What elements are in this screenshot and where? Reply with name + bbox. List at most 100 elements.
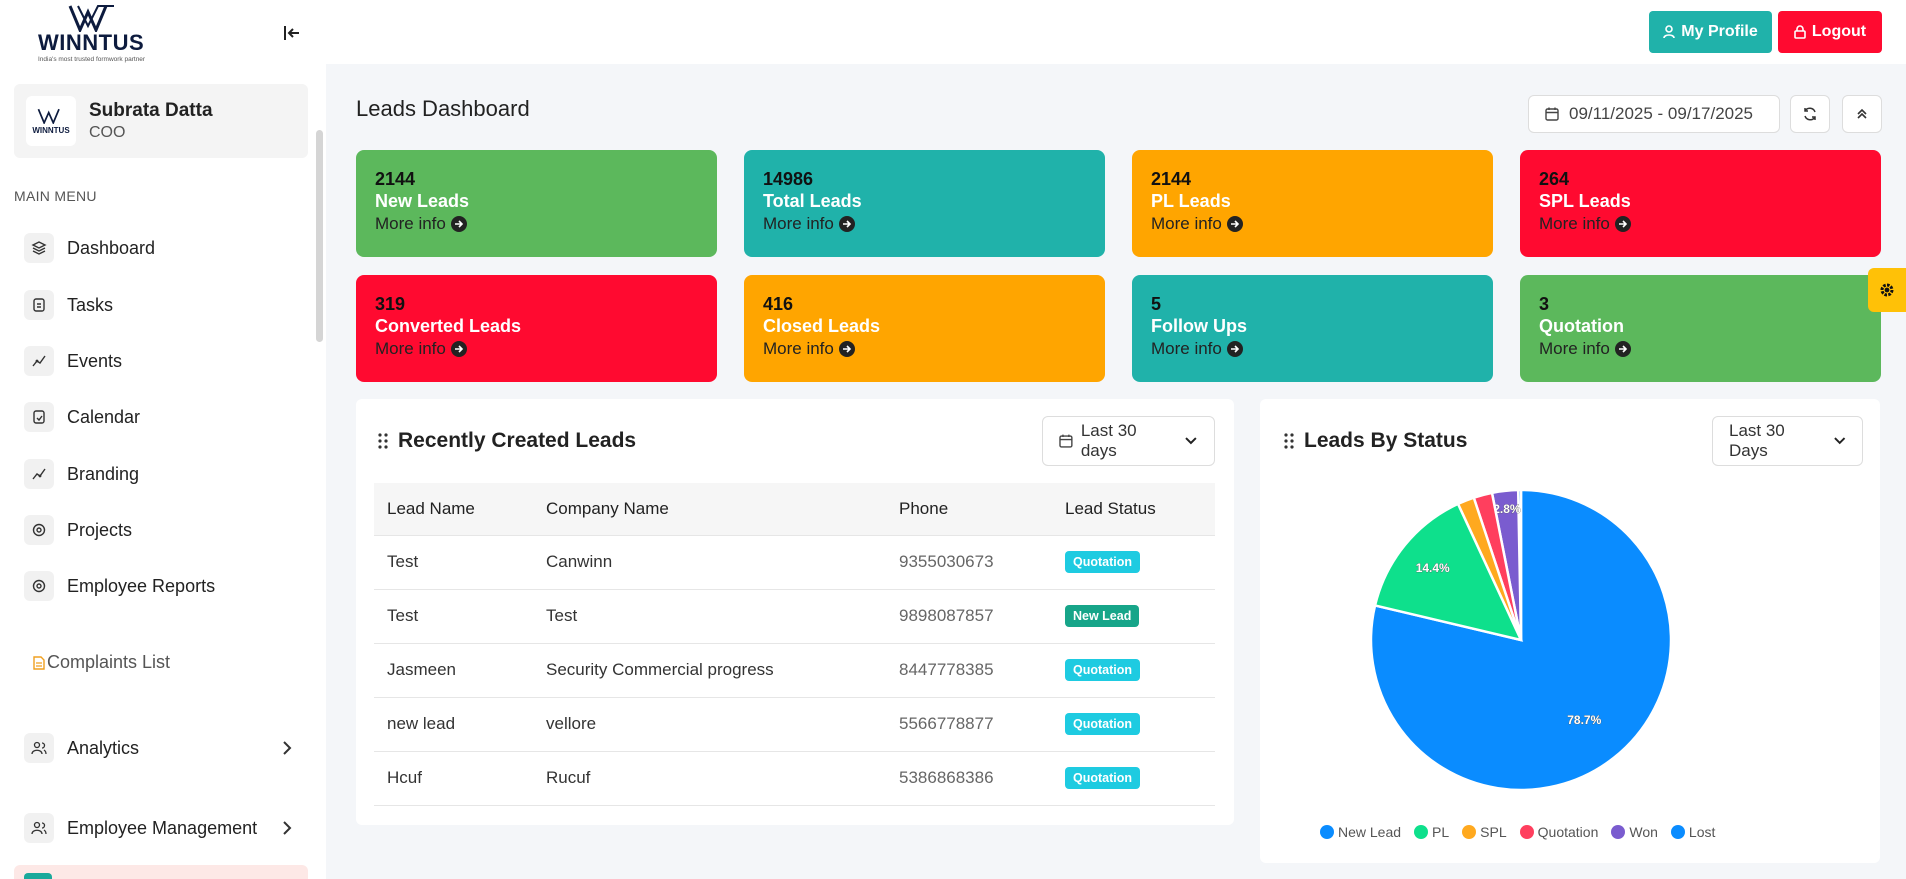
more-info-link[interactable]: More info bbox=[1539, 212, 1881, 236]
stat-label: Quotation bbox=[1539, 316, 1624, 336]
user-card[interactable]: WINNTUS Subrata Datta COO bbox=[14, 84, 308, 158]
column-header[interactable]: Phone bbox=[886, 483, 1052, 535]
more-info-label: More info bbox=[375, 339, 446, 358]
recent-leads-filter-dropdown[interactable]: Last 30 days bbox=[1042, 416, 1215, 466]
sidebar-item-label: Calendar bbox=[67, 406, 141, 427]
more-info-link[interactable]: More info bbox=[1151, 337, 1493, 361]
legend-item-won[interactable]: Won bbox=[1611, 824, 1658, 840]
stat-card-spl-leads[interactable]: 264 SPL Leads More info bbox=[1520, 150, 1881, 257]
collapse-up-button[interactable] bbox=[1842, 95, 1882, 133]
stat-card-converted-leads[interactable]: 319 Converted Leads More info bbox=[356, 275, 717, 382]
drag-handle-icon[interactable] bbox=[378, 433, 388, 449]
legend-swatch bbox=[1611, 825, 1626, 839]
arrow-circle-right-icon bbox=[1614, 216, 1631, 232]
page-title: Leads Dashboard bbox=[356, 96, 530, 121]
more-info-link[interactable]: More info bbox=[375, 337, 717, 361]
user-role: COO bbox=[89, 124, 126, 141]
column-header[interactable]: Company Name bbox=[533, 483, 886, 535]
legend-item-lost[interactable]: Lost bbox=[1670, 824, 1715, 840]
table-row[interactable]: Hcuf Rucuf 5386868386 Quotation bbox=[374, 750, 1215, 806]
stat-card-follow-ups[interactable]: 5 Follow Ups More info bbox=[1132, 275, 1493, 382]
leads-by-status-heading: Leads By Status bbox=[1284, 429, 1467, 453]
stat-card-closed-leads[interactable]: 416 Closed Leads More info bbox=[744, 275, 1105, 382]
avatar: WINNTUS bbox=[26, 96, 76, 146]
projects-icon bbox=[24, 515, 54, 545]
refresh-icon bbox=[1804, 107, 1816, 121]
sidebar: WINNTUS Subrata Datta COO MAIN MENU Dash… bbox=[0, 64, 326, 879]
sidebar-item-employee-management[interactable]: Employee Management bbox=[24, 811, 304, 845]
drag-handle-icon[interactable] bbox=[1284, 433, 1294, 449]
legend-label: New Lead bbox=[1338, 824, 1402, 840]
status-filter-dropdown[interactable]: Last 30 Days bbox=[1712, 416, 1863, 466]
lead-name-cell: Test bbox=[374, 588, 533, 643]
logout-label: Logout bbox=[1811, 23, 1867, 40]
pie-slice-pl[interactable] bbox=[1373, 502, 1524, 642]
calendar-icon bbox=[1545, 107, 1559, 121]
my-profile-label: My Profile bbox=[1681, 23, 1758, 40]
branding-icon bbox=[24, 459, 54, 489]
sidebar-item-label: Employee Reports bbox=[67, 575, 216, 596]
legend-label: Won bbox=[1629, 824, 1658, 840]
column-header[interactable]: Lead Name bbox=[374, 483, 533, 535]
complaints-label: Complaints List bbox=[47, 652, 171, 672]
sidebar-item-branding[interactable]: Branding bbox=[24, 457, 139, 491]
calendar-icon bbox=[24, 402, 54, 432]
more-info-link[interactable]: More info bbox=[1151, 212, 1493, 236]
date-range-picker[interactable]: 09/11/2025 - 09/17/2025 bbox=[1528, 95, 1780, 133]
legend-item-spl[interactable]: SPL bbox=[1462, 824, 1507, 840]
refresh-button[interactable] bbox=[1790, 95, 1830, 133]
lead-name-cell: Test bbox=[374, 534, 533, 589]
brand-logo[interactable]: WINNTUS India's most trusted formwork pa… bbox=[36, 4, 148, 64]
logout-button[interactable]: Logout bbox=[1778, 11, 1882, 53]
stat-value: 5 bbox=[1151, 294, 1162, 314]
more-info-label: More info bbox=[763, 214, 834, 233]
sidebar-item-employee-reports[interactable]: Employee Reports bbox=[24, 569, 215, 603]
settings-tab[interactable] bbox=[1868, 268, 1906, 312]
stat-card-pl-leads[interactable]: 2144 PL Leads More info bbox=[1132, 150, 1493, 257]
arrow-circle-right-icon bbox=[450, 216, 467, 232]
main-menu-heading: MAIN MENU bbox=[14, 188, 97, 204]
table-row[interactable]: Test Test 9898087857 New Lead bbox=[374, 588, 1215, 643]
company-name-cell: Rucuf bbox=[533, 750, 886, 806]
column-header[interactable]: Lead Status bbox=[1052, 483, 1215, 535]
recent-leads-filter-value: Last 30 days bbox=[1080, 421, 1137, 460]
legend-item-pl[interactable]: PL bbox=[1414, 824, 1449, 840]
stat-card-quotation[interactable]: 3 Quotation More info bbox=[1520, 275, 1881, 382]
more-info-link[interactable]: More info bbox=[763, 337, 1105, 361]
avatar-logo-icon bbox=[37, 108, 60, 124]
arrow-circle-right-icon bbox=[1226, 341, 1243, 357]
table-row[interactable]: Jasmeen Security Commercial progress 844… bbox=[374, 642, 1215, 697]
my-profile-button[interactable]: My Profile bbox=[1649, 11, 1772, 53]
stat-card-new-leads[interactable]: 2144 New Leads More info bbox=[356, 150, 717, 257]
more-info-label: More info bbox=[1539, 214, 1610, 233]
sidebar-item-events[interactable]: Events bbox=[24, 344, 122, 378]
tasks-icon bbox=[24, 290, 54, 320]
table-row[interactable]: new lead vellore 5566778877 Quotation bbox=[374, 696, 1215, 751]
stat-label: Converted Leads bbox=[375, 316, 522, 336]
more-info-link[interactable]: More info bbox=[1539, 337, 1881, 361]
sidebar-item-analytics[interactable]: Analytics bbox=[24, 731, 304, 765]
reports-icon bbox=[24, 571, 54, 601]
sidebar-item-calendar[interactable]: Calendar bbox=[24, 400, 140, 434]
stat-card-total-leads[interactable]: 14986 Total Leads More info bbox=[744, 150, 1105, 257]
date-range-value: 09/11/2025 - 09/17/2025 bbox=[1569, 104, 1754, 123]
sidebar-item-partial[interactable] bbox=[14, 865, 308, 879]
more-info-link[interactable]: More info bbox=[763, 212, 1105, 236]
legend-item-new-lead[interactable]: New Lead bbox=[1320, 824, 1401, 840]
sidebar-item-projects[interactable]: Projects bbox=[24, 513, 132, 547]
lock-icon bbox=[1794, 25, 1806, 39]
table-row[interactable]: Test Canwinn 9355030673 Quotation bbox=[374, 534, 1215, 589]
lead-name-cell: new lead bbox=[374, 696, 533, 751]
sidebar-item-complaints[interactable]: Complaints List bbox=[33, 652, 170, 673]
dashboard-icon bbox=[24, 233, 54, 263]
sidebar-item-dashboard[interactable]: Dashboard bbox=[24, 231, 155, 265]
legend-item-quotation[interactable]: Quotation bbox=[1519, 824, 1598, 840]
lead-name-cell: Hcuf bbox=[374, 750, 533, 806]
sidebar-scrollbar[interactable] bbox=[316, 130, 323, 342]
collapse-sidebar-icon[interactable] bbox=[282, 22, 304, 44]
more-info-link[interactable]: More info bbox=[375, 212, 717, 236]
avatar-text: WINNTUS bbox=[32, 125, 70, 135]
sidebar-item-tasks[interactable]: Tasks bbox=[24, 288, 113, 322]
legend-swatch bbox=[1320, 825, 1334, 839]
sidebar-item-label: Employee Management bbox=[67, 817, 258, 838]
